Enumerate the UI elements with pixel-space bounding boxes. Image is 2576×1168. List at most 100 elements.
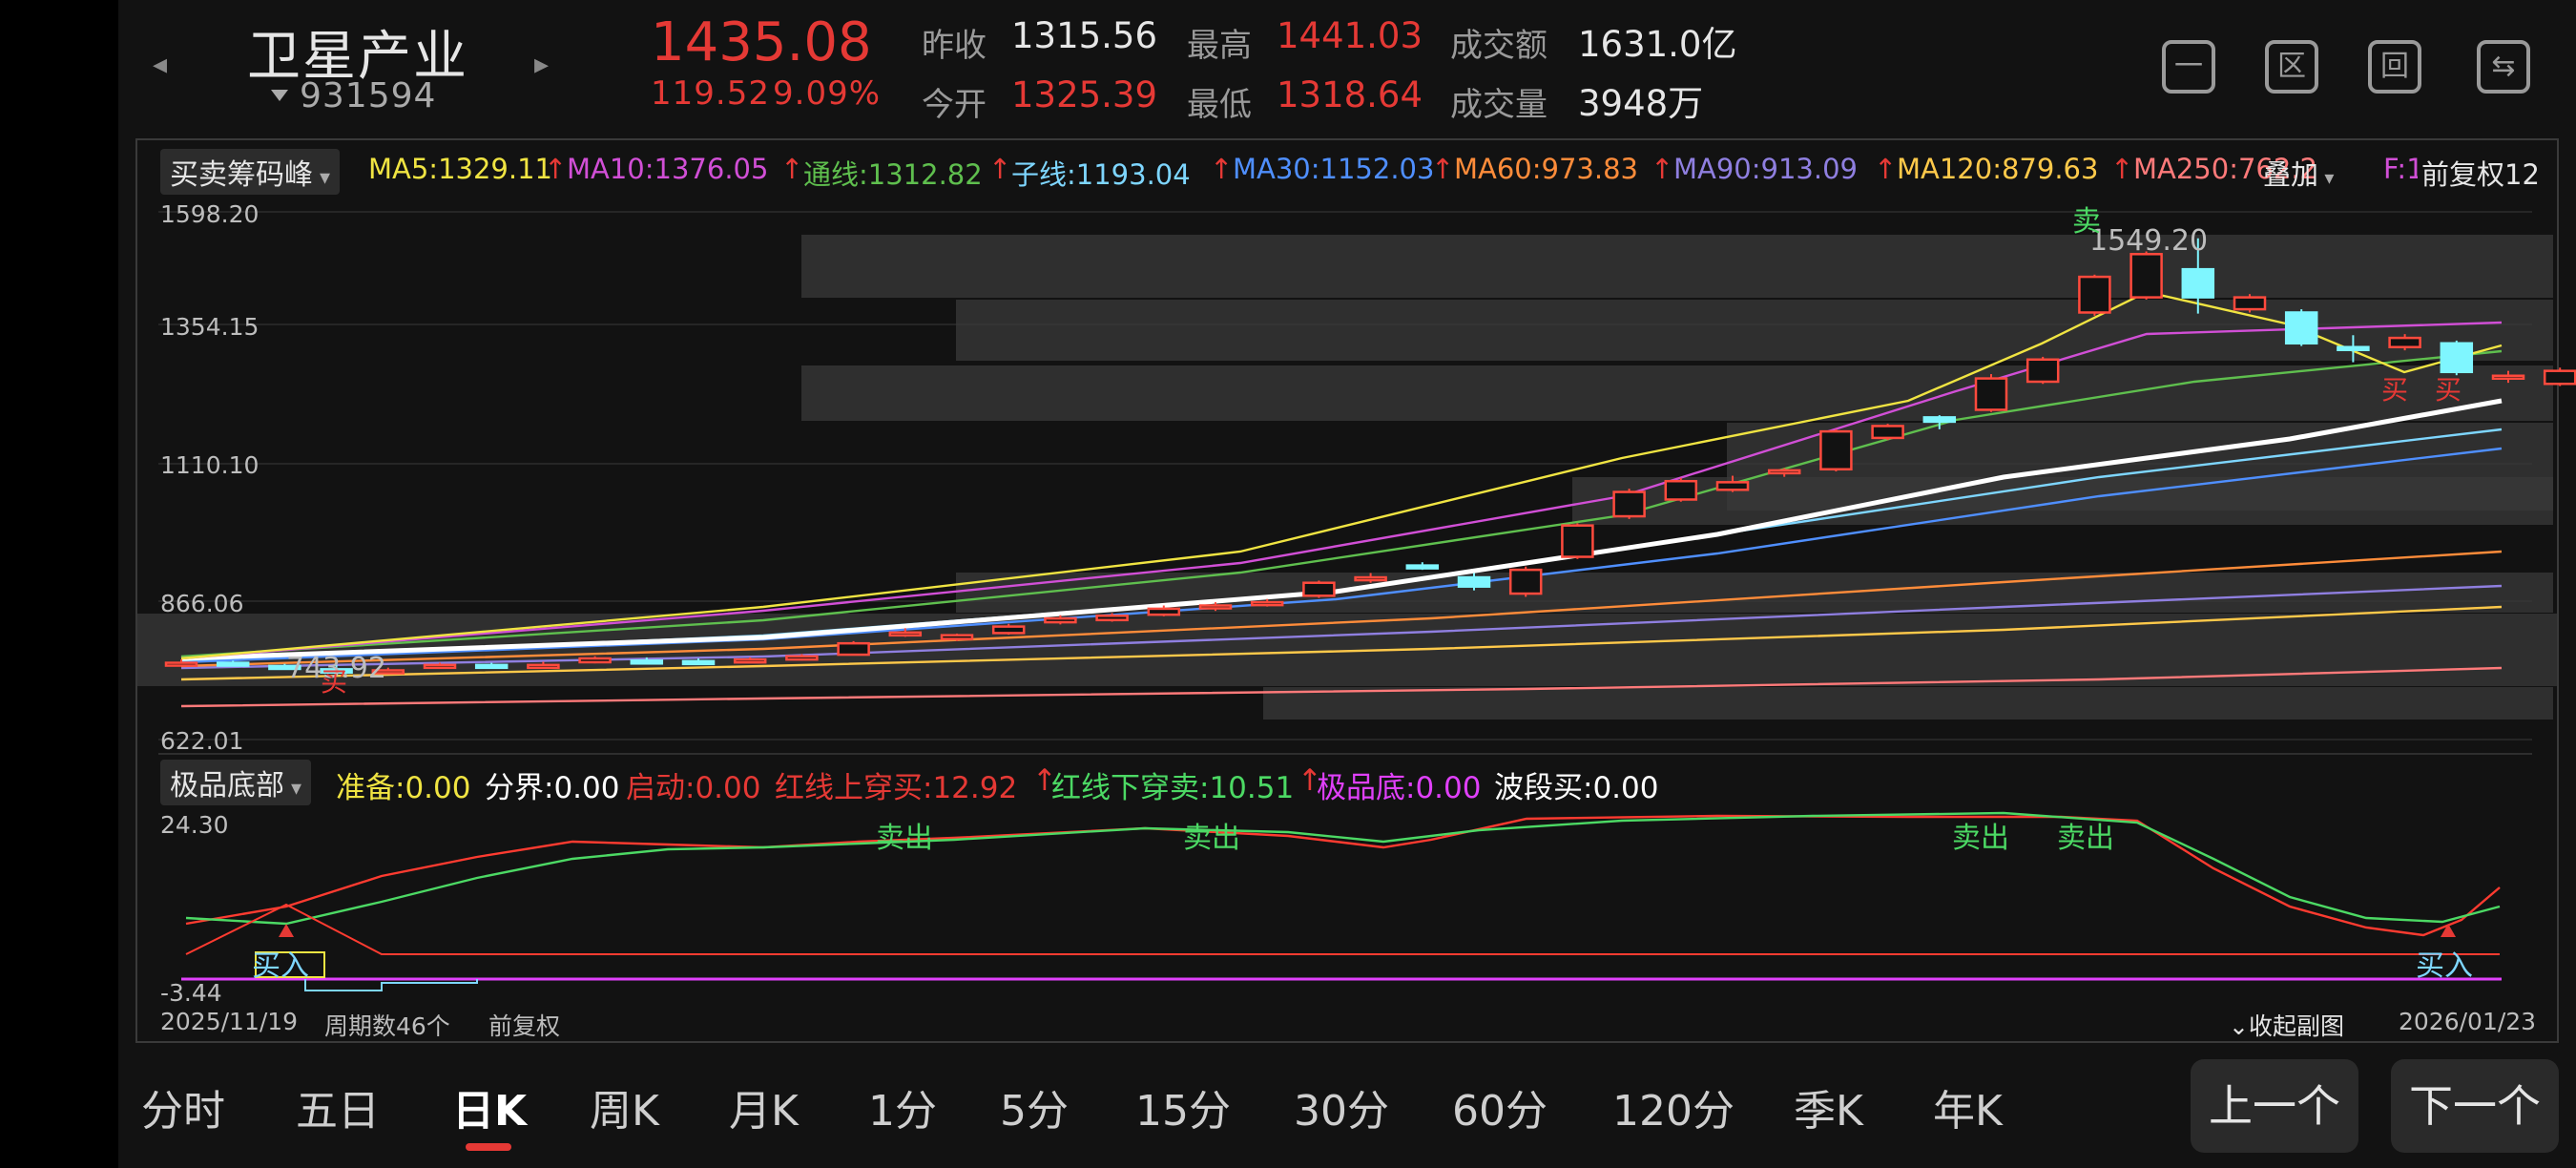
volume-label: 成交量 xyxy=(1450,86,1548,124)
prev-button[interactable]: 上一个 xyxy=(2191,1059,2358,1153)
candle-body xyxy=(268,664,301,671)
chevron-down-icon: ⌄ xyxy=(2229,1012,2249,1040)
low-value: 1318.64 xyxy=(1277,74,1423,115)
candle-body xyxy=(1664,479,1698,501)
tab-3[interactable]: 周K xyxy=(590,1087,659,1136)
ma-legend-item: MA60:973.83 xyxy=(1454,153,1639,185)
candle-body xyxy=(2491,374,2525,381)
buy-in-label: 买入 xyxy=(2416,949,2473,983)
candle-body xyxy=(2284,311,2318,345)
candle-body xyxy=(1767,469,1801,475)
up-arrow-icon: ↑ xyxy=(1431,153,1455,185)
adjust-button[interactable]: 前复权12 xyxy=(2418,153,2544,193)
zone-icon[interactable]: 区 xyxy=(2265,40,2318,94)
chip-peak-band xyxy=(801,235,2553,298)
sub-indicator-item: 红线上穿买:12.92 xyxy=(775,771,1018,805)
buy-in-label: 买入 xyxy=(252,949,309,983)
candle-body xyxy=(940,634,974,640)
overlay-button[interactable]: 叠加 ▾ xyxy=(2263,153,2334,193)
collapse-subchart-button[interactable]: ⌄收起副图 xyxy=(2229,1008,2344,1042)
sub-indicator-item: 红线下穿卖:10.51 xyxy=(1051,771,1295,805)
switch-screen-icon[interactable]: ⇆ xyxy=(2477,40,2530,94)
ma-legend-item: MA5:1329.11 xyxy=(368,153,553,185)
next-stock-arrow-icon[interactable]: ▸ xyxy=(534,48,550,81)
sub-y-tick-label: 24.30 xyxy=(160,811,229,839)
candle-body xyxy=(1715,481,1750,491)
prev-close-value: 1315.56 xyxy=(1011,15,1158,56)
tab-10[interactable]: 120分 xyxy=(1612,1087,1735,1136)
next-button[interactable]: 下一个 xyxy=(2391,1059,2559,1153)
candle-body xyxy=(1354,575,1387,582)
low-price-marker: 743.92 xyxy=(286,652,386,685)
main-indicator-select[interactable]: 买卖筹码峰 ▾ xyxy=(160,149,341,195)
tab-4[interactable]: 月K xyxy=(729,1087,799,1136)
candle-body xyxy=(2440,342,2474,374)
amount-value: 1631.0亿 xyxy=(1578,24,1737,65)
collapse-label: 收起副图 xyxy=(2248,1012,2344,1040)
prev-stock-arrow-icon[interactable]: ◂ xyxy=(153,48,168,81)
current-price: 1435.08 xyxy=(651,11,872,73)
main-indicator-label: 买卖筹码峰 xyxy=(170,158,313,192)
tab-6[interactable]: 5分 xyxy=(1000,1087,1069,1136)
header: ◂ ▸ 卫星产业 931594 1435.08 119.52 9.09% 昨收 … xyxy=(118,0,2576,134)
up-arrow-icon: ↑ xyxy=(1874,153,1898,185)
up-arrow-icon: ↑ xyxy=(1651,153,1674,185)
sell-signal-label: 卖 xyxy=(2072,205,2101,239)
candle-body xyxy=(785,655,819,661)
tab-2[interactable]: 日K xyxy=(452,1087,528,1136)
tab-11[interactable]: 季K xyxy=(1794,1087,1863,1136)
ma-legend-item: 通线:1312.82 xyxy=(803,158,983,191)
candle-body xyxy=(164,661,198,667)
up-arrow-icon: ↑ xyxy=(988,153,1012,185)
candle-body xyxy=(1457,575,1491,588)
picture-icon[interactable]: 回 xyxy=(2368,40,2421,94)
sub-bar-outline xyxy=(304,979,478,991)
buy-signal-label: 买 xyxy=(321,666,347,698)
candle-body xyxy=(1302,581,1336,597)
tab-8[interactable]: 30分 xyxy=(1294,1087,1389,1136)
candle-body xyxy=(527,663,560,670)
tab-0[interactable]: 分时 xyxy=(141,1087,225,1136)
high-price-marker: 1549.20 xyxy=(2089,224,2208,258)
up-arrow-icon: ↑ xyxy=(1298,763,1322,798)
stock-name[interactable]: 卫星产业 xyxy=(247,26,468,88)
ma-legend-item: MA10:1376.05 xyxy=(567,153,769,185)
tab-9[interactable]: 60分 xyxy=(1452,1087,1548,1136)
y-tick-label: 622.01 xyxy=(160,727,244,755)
tab-1[interactable]: 五日 xyxy=(296,1087,380,1136)
low-label: 最低 xyxy=(1187,86,1252,124)
y-tick-label: 866.06 xyxy=(160,590,244,617)
candle-body xyxy=(2543,369,2576,386)
sub-y-tick-label: -3.44 xyxy=(160,979,222,1007)
sub-indicator-item: 极品底:0.00 xyxy=(1317,771,1482,805)
candle-body xyxy=(320,668,353,675)
amount-label: 成交额 xyxy=(1450,27,1548,65)
caret-down-icon[interactable] xyxy=(271,90,288,101)
candle-body xyxy=(1561,524,1594,558)
buy-signal-label: 买 xyxy=(2381,374,2408,406)
candle-body xyxy=(1508,568,1543,595)
candle-body xyxy=(1250,600,1284,607)
ma-legend-item: MA250:762.2 xyxy=(2133,153,2318,185)
candle-body xyxy=(1147,607,1181,616)
candle-body xyxy=(733,657,767,664)
ma-line xyxy=(180,605,2503,681)
tab-12[interactable]: 年K xyxy=(1933,1087,2003,1136)
up-arrow-icon: ↑ xyxy=(544,153,568,185)
ma-legend-item: MA120:879.63 xyxy=(1897,153,2099,185)
adjust-label: 前复权 xyxy=(2421,158,2505,191)
start-date: 2025/11/19 xyxy=(160,1008,299,1035)
tab-7[interactable]: 15分 xyxy=(1135,1087,1231,1136)
sub-indicator-select[interactable]: 极品底部 ▾ xyxy=(160,760,312,805)
tab-5[interactable]: 1分 xyxy=(868,1087,937,1136)
candle-body xyxy=(2181,267,2215,299)
period-count: 周期数46个 xyxy=(324,1012,450,1040)
ma-line xyxy=(180,666,2503,708)
candle-body xyxy=(837,641,870,657)
minimize-icon[interactable]: 一 xyxy=(2162,40,2215,94)
candle-body xyxy=(1974,377,2008,411)
stock-code[interactable]: 931594 xyxy=(300,76,437,115)
price-change: 119.52 xyxy=(651,74,770,113)
candle-body xyxy=(2025,358,2060,384)
